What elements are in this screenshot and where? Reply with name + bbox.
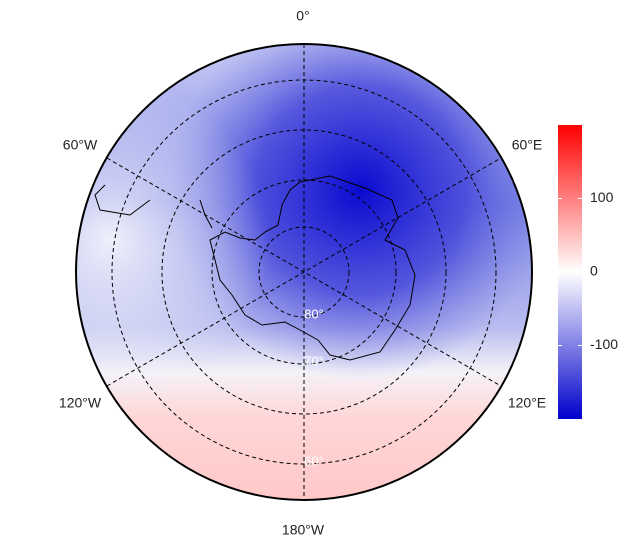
longitude-label: 120°W	[59, 395, 102, 411]
colorbar-tick-label: 100	[590, 189, 614, 205]
longitude-labels: 0° 60°E 120°E 180°W 120°W 60°W	[59, 8, 546, 538]
longitude-label: 0°	[296, 8, 309, 24]
graticule	[106, 44, 502, 500]
latitude-label: 80°	[304, 306, 324, 321]
colorbar-tick-label: -100	[590, 336, 618, 352]
colorbar-ticks: -100 0 100	[558, 189, 618, 352]
latitude-label: 60°	[304, 453, 324, 468]
coastline	[94, 175, 416, 361]
map-border	[75, 43, 533, 501]
latitude-label: 70°	[304, 353, 324, 368]
latitude-labels: 80° 70° 60°	[304, 306, 324, 468]
longitude-label: 60°E	[512, 137, 543, 153]
longitude-label: 180°W	[282, 522, 325, 538]
longitude-label: 120°E	[508, 395, 546, 411]
colorbar-tick-label: 0	[590, 263, 598, 279]
longitude-label: 60°W	[63, 137, 98, 153]
